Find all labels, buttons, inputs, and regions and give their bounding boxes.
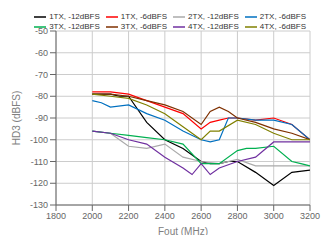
svg-text:2400: 2400 bbox=[155, 211, 175, 221]
svg-text:2800: 2800 bbox=[227, 211, 247, 221]
svg-text:-110: -110 bbox=[31, 157, 48, 167]
html-text:2TX, -12dBFS: 2TX, -12dBFS bbox=[188, 12, 239, 21]
svg-text:-50: -50 bbox=[35, 26, 48, 36]
html-text:1TX, -6dBFS: 1TX, -6dBFS bbox=[120, 12, 168, 21]
svg-text:3200: 3200 bbox=[300, 211, 320, 221]
svg-text:2600: 2600 bbox=[191, 211, 211, 221]
svg-text:3000: 3000 bbox=[264, 211, 284, 221]
svg-text:-100: -100 bbox=[30, 135, 48, 145]
svg-text:-130: -130 bbox=[30, 200, 48, 210]
svg-text:-60: -60 bbox=[35, 48, 48, 58]
html-text:1TX, -12dBFS: 1TX, -12dBFS bbox=[49, 12, 100, 21]
svg-text:-70: -70 bbox=[35, 70, 48, 80]
svg-text:-120: -120 bbox=[30, 178, 48, 188]
html-text:4TX, -6dBFS: 4TX, -6dBFS bbox=[259, 22, 306, 31]
html-text:2TX, -6dBFS: 2TX, -6dBFS bbox=[259, 12, 306, 21]
svg-text:1800: 1800 bbox=[46, 211, 66, 221]
svg-text:Fout (MHz): Fout (MHz) bbox=[158, 226, 208, 235]
html-text:3TX, -12dBFS: 3TX, -12dBFS bbox=[49, 22, 100, 31]
svg-text:2200: 2200 bbox=[119, 211, 139, 221]
svg-text:HD3 (dBFS): HD3 (dBFS) bbox=[11, 91, 22, 145]
html-text:3TX, -6dBFS: 3TX, -6dBFS bbox=[120, 22, 168, 31]
svg-text:-80: -80 bbox=[35, 91, 48, 101]
html-text:4TX, -12dBFS: 4TX, -12dBFS bbox=[188, 22, 239, 31]
svg-text:2000: 2000 bbox=[82, 211, 102, 221]
svg-text:-90: -90 bbox=[35, 113, 48, 123]
